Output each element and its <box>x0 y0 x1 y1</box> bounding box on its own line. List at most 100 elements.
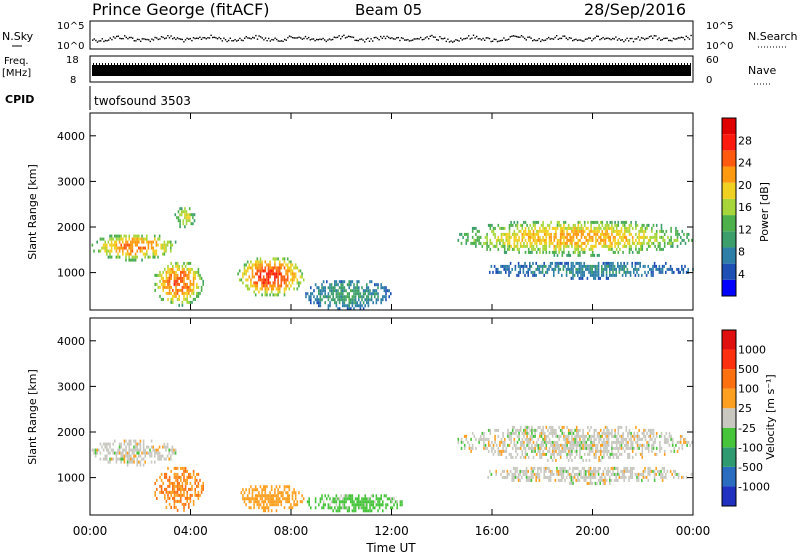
heatmap-cell <box>548 264 550 268</box>
heatmap-cell <box>611 244 613 248</box>
heatmap-cell <box>269 494 271 498</box>
heatmap-cell <box>338 280 341 284</box>
heatmap-cell <box>481 244 484 248</box>
heatmap-cell <box>366 295 368 299</box>
heatmap-cell <box>372 292 374 296</box>
heatmap-cell <box>242 497 244 501</box>
heatmap-cell <box>597 472 600 476</box>
heatmap-cell <box>579 238 581 242</box>
heatmap-cell <box>388 289 390 293</box>
heatmap-cell <box>321 286 323 290</box>
noise-point <box>450 40 452 42</box>
freq-point <box>555 63 556 65</box>
heatmap-cell <box>545 232 548 236</box>
heatmap-cell <box>646 235 648 239</box>
heatmap-cell <box>473 434 476 438</box>
heatmap-cell <box>508 431 511 435</box>
heatmap-cell <box>607 469 609 473</box>
heatmap-cell <box>561 443 564 447</box>
heatmap-cell <box>537 437 540 441</box>
heatmap-cell <box>575 428 578 432</box>
heatmap-cell <box>180 207 183 211</box>
heatmap-cell <box>617 229 620 233</box>
heatmap-cell <box>134 252 137 256</box>
noise-point <box>538 37 540 40</box>
heatmap-cell <box>535 250 538 254</box>
heatmap-cell <box>375 283 378 287</box>
noise-point <box>317 38 319 41</box>
heatmap-cell <box>577 440 580 444</box>
heatmap-cell <box>571 446 573 450</box>
heatmap-cell <box>125 234 127 238</box>
heatmap-cell <box>647 223 650 227</box>
heatmap-cell <box>655 235 658 239</box>
heatmap-cell <box>502 232 504 236</box>
heatmap-cell <box>321 298 323 302</box>
heatmap-cell <box>340 289 342 293</box>
heatmap-cell <box>684 437 687 441</box>
heatmap-cell <box>529 235 532 239</box>
heatmap-cell <box>329 286 331 290</box>
freq-point <box>234 63 235 65</box>
heatmap-cell <box>123 448 126 452</box>
heatmap-cell <box>553 431 556 435</box>
noise-point <box>656 38 659 41</box>
heatmap-cell <box>517 478 520 482</box>
heatmap-cell <box>274 488 276 492</box>
heatmap-cell <box>659 244 661 248</box>
heatmap-cell <box>615 241 618 245</box>
noise-point <box>240 39 243 41</box>
heatmap-cell <box>526 428 528 432</box>
heatmap-cell <box>594 466 597 470</box>
heatmap-cell <box>176 288 179 292</box>
heatmap-cell <box>322 295 325 299</box>
heatmap-cell <box>662 247 664 251</box>
heatmap-cell <box>515 244 517 248</box>
heatmap-cell <box>291 269 294 273</box>
noise-point <box>314 39 316 42</box>
heatmap-cell <box>196 493 198 497</box>
freq-point <box>426 63 427 65</box>
heatmap-cell <box>184 207 186 211</box>
noise-point <box>327 39 329 41</box>
freq-point <box>129 63 130 65</box>
heatmap-cell <box>515 446 517 450</box>
heatmap-cell <box>636 446 639 450</box>
heatmap-cell <box>518 238 520 242</box>
heatmap-cell <box>532 446 535 450</box>
heatmap-cell <box>382 509 384 513</box>
heatmap-cell <box>567 452 570 456</box>
heatmap-cell <box>383 494 386 498</box>
heatmap-cell <box>185 216 188 220</box>
heatmap-cell <box>622 250 624 254</box>
heatmap-cell <box>539 455 541 459</box>
heatmap-cell <box>585 226 588 230</box>
noise-point <box>268 37 270 40</box>
noise-point <box>557 38 559 41</box>
heatmap-cell <box>256 287 259 291</box>
heatmap-cell <box>350 289 352 293</box>
heatmap-cell <box>134 237 137 241</box>
heatmap-cell <box>635 440 637 444</box>
heatmap-cell <box>571 437 573 441</box>
heatmap-cell <box>375 301 378 305</box>
heatmap-cell <box>535 229 538 233</box>
heatmap-cell <box>553 232 556 236</box>
heatmap-cell <box>519 440 522 444</box>
heatmap-cell <box>261 506 263 510</box>
heatmap-cell <box>631 250 634 254</box>
heatmap-cell <box>250 278 252 282</box>
heatmap-cell <box>619 229 621 233</box>
noise-point <box>565 37 567 39</box>
heatmap-cell <box>359 500 362 504</box>
heatmap-cell <box>535 232 538 236</box>
heatmap-cell <box>364 292 366 296</box>
heatmap-cell <box>126 457 129 461</box>
heatmap-cell <box>261 281 263 285</box>
heatmap-cell <box>567 449 570 453</box>
heatmap-cell <box>154 481 156 485</box>
noise-point <box>616 39 619 41</box>
power-colorbar-tick-label: 24 <box>738 157 752 170</box>
heatmap-cell <box>679 270 681 274</box>
heatmap-cell <box>374 289 376 293</box>
